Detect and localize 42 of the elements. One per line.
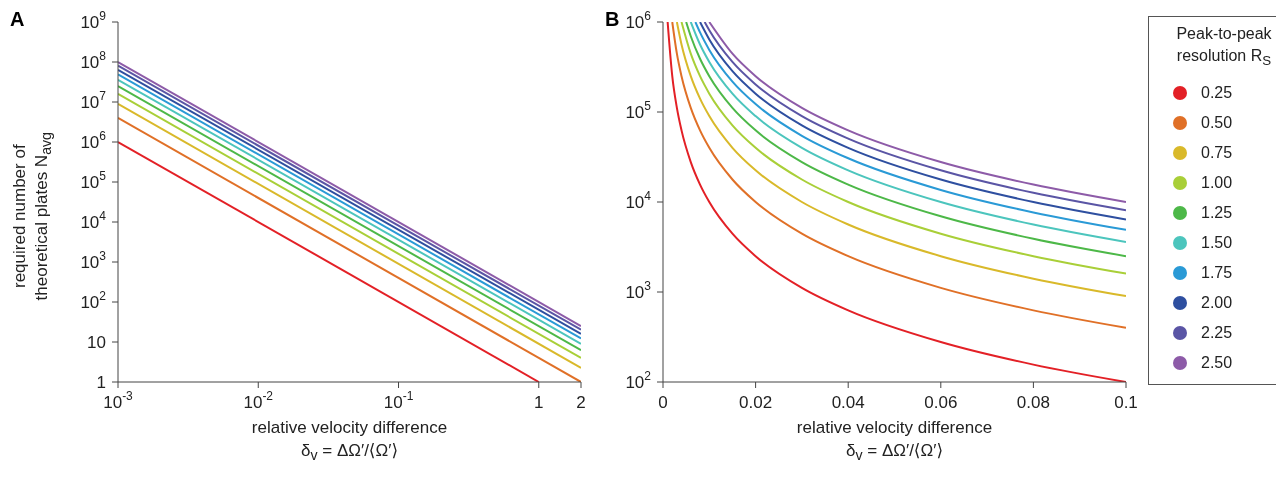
x-tick-label: 10$^{-1}$ — [383, 389, 414, 412]
y-tick-label: 10$^{6}$ — [625, 9, 652, 32]
x-tick-label: 10$^{-2}$ — [243, 389, 274, 412]
y-tick-label: 10$^{9}$ — [80, 9, 107, 32]
y-tick-label: 10$^{2}$ — [625, 369, 652, 392]
x-axis-title: relative velocity difference δ$_{v}$ = ΔΩ′/⟨Ω′⟩ — [795, 417, 994, 466]
y-tick-label: 10 — [87, 333, 106, 352]
x-tick-label: 2 — [576, 393, 586, 412]
x-tick-label: 0.02 — [739, 393, 773, 412]
legend-label: 0.25 — [1201, 84, 1233, 103]
legend-label: 1.25 — [1201, 204, 1233, 223]
legend-label: 0.75 — [1201, 144, 1233, 163]
x-tick-label: 0 — [658, 393, 668, 412]
y-tick-label: 10$^{4}$ — [80, 209, 107, 232]
y-tick-label: 10$^{7}$ — [80, 89, 107, 112]
y-tick-label: 10$^{3}$ — [625, 279, 652, 302]
legend-label: 1.75 — [1201, 264, 1233, 283]
x-tick-label: 0.1 — [1114, 393, 1138, 412]
legend-label: 2.00 — [1201, 294, 1233, 313]
legend-label: 2.50 — [1201, 354, 1233, 373]
legend-label: 1.00 — [1201, 174, 1233, 193]
x-tick-label: 0.08 — [1016, 393, 1050, 412]
x-tick-label: 10$^{-3}$ — [103, 389, 134, 412]
x-tick-label: 1 — [534, 393, 544, 412]
chart-title: B — [605, 8, 620, 31]
y-tick-label: 1 — [96, 373, 106, 392]
chart-title: A — [10, 8, 25, 31]
x-tick-label: 0.04 — [831, 393, 865, 412]
legend-label: 2.25 — [1201, 324, 1233, 343]
y-tick-label: 10$^{8}$ — [80, 49, 107, 72]
x-axis-title: relative velocity difference δ$_{v}$ = ΔΩ′/⟨Ω′⟩ — [250, 417, 449, 466]
legend-label: 1.50 — [1201, 234, 1233, 253]
x-tick-label: 0.06 — [924, 393, 958, 412]
y-tick-label: 10$^{6}$ — [80, 129, 107, 152]
legend-label: 0.50 — [1201, 114, 1233, 133]
line-series — [666, 22, 1126, 382]
y-tick-label: 10$^{3}$ — [80, 249, 107, 272]
y-tick-label: 10$^{2}$ — [80, 289, 107, 312]
y-tick-label: 10$^{5}$ — [80, 169, 107, 192]
y-tick-label: 10$^{4}$ — [625, 189, 652, 212]
y-tick-label: 10$^{5}$ — [625, 99, 652, 122]
legend-title: Peak-to-peak resolution R$_{S}$ — [1175, 24, 1273, 71]
